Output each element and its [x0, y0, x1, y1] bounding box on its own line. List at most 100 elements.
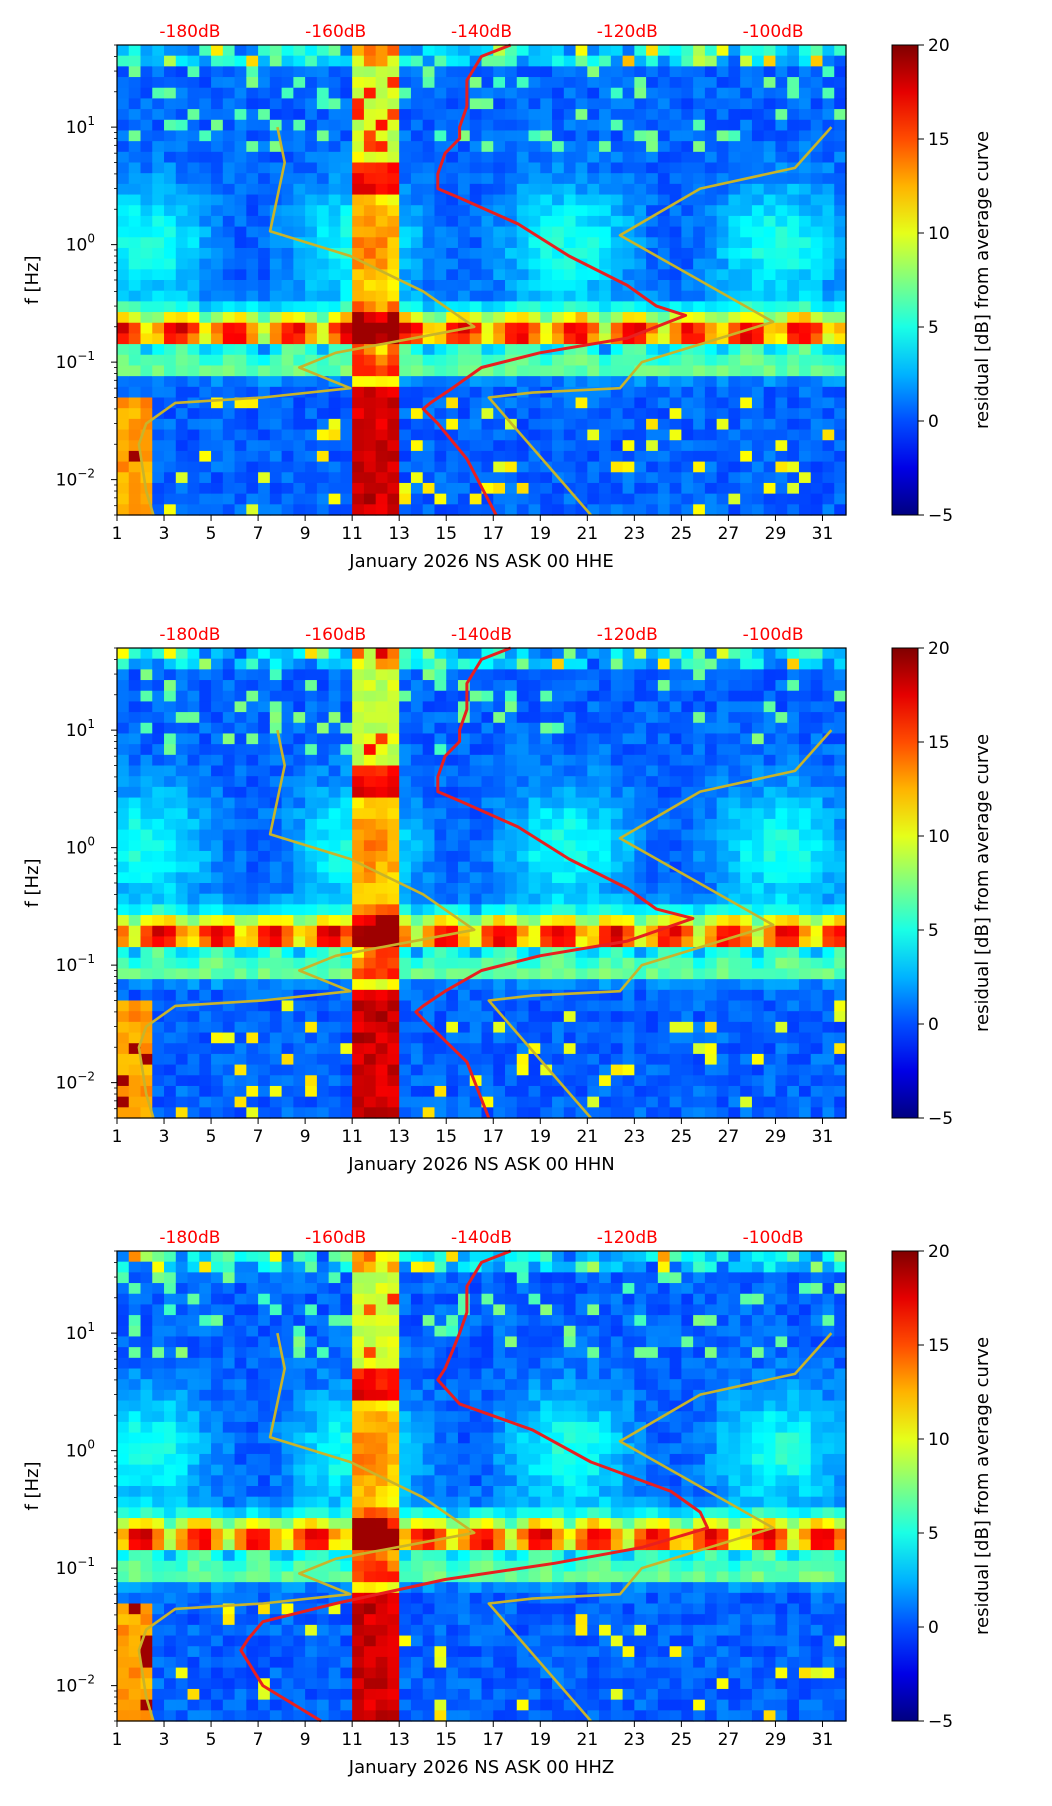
spectrogram-heatmap [117, 45, 847, 516]
x-tick-label: 29 [765, 1127, 787, 1147]
series-line-model-low [137, 1332, 476, 1722]
x-tick-label: 3 [159, 1127, 170, 1147]
db-scale-label: -160dB [305, 22, 366, 42]
colorbar-tick-label: 5 [928, 921, 939, 941]
db-scale-label: -160dB [305, 625, 366, 645]
series-line-model-low [137, 729, 476, 1119]
spectrogram-heatmap [117, 648, 847, 1119]
x-tick-label: 9 [300, 1730, 311, 1750]
y-tick-label: 100 [66, 835, 95, 859]
series-line-model-high [487, 729, 833, 1119]
colorbar-tick-label: −5 [928, 1109, 953, 1129]
colorbar-tick-label: 10 [928, 1430, 950, 1450]
x-tick-label: 17 [482, 1127, 504, 1147]
x-tick-label: 11 [341, 524, 363, 544]
y-tick-label: 10−2 [56, 1673, 95, 1697]
db-scale-label: -180dB [159, 22, 220, 42]
spectrogram-panel-3: 1 3 5 7 9 11 13 15 17 19 21 23 25 27 29 3110−210−110010… [22, 1228, 993, 1778]
colorbar-tick-label: 5 [928, 318, 939, 338]
x-tick-label: 25 [671, 1127, 693, 1147]
x-tick-label: 23 [624, 524, 646, 544]
colorbar-tick-label: 5 [928, 1524, 939, 1544]
db-scale-label: -140dB [451, 1228, 512, 1248]
colorbar-tick-label: 20 [928, 1242, 950, 1262]
y-tick-label: 10−1 [56, 952, 95, 976]
x-tick-label: 5 [206, 524, 217, 544]
y-tick-label: 100 [66, 1438, 95, 1462]
x-axis-label: January 2026 NS ASK 00 HHN [347, 1154, 615, 1175]
db-scale-label: -180dB [159, 625, 220, 645]
colorbar-tick-label: 10 [928, 827, 950, 847]
x-tick-label: 17 [482, 524, 504, 544]
x-tick-label: 15 [435, 524, 457, 544]
db-scale-label: -140dB [451, 22, 512, 42]
x-tick-label: 3 [159, 524, 170, 544]
x-tick-label: 25 [671, 1730, 693, 1750]
x-tick-label: 23 [624, 1127, 646, 1147]
db-scale-label: -180dB [159, 1228, 220, 1248]
colorbar: −5 0 5 10 15 20 residual [dB] from average cur… [891, 1242, 993, 1732]
y-tick-label: 10−2 [56, 1070, 95, 1094]
x-tick-label: 15 [435, 1730, 457, 1750]
db-scale-label: -120dB [597, 625, 658, 645]
x-tick-label: 29 [765, 524, 787, 544]
spectrogram-panel-1: 1 3 5 7 9 11 13 15 17 19 21 23 25 27 29 3110−210−110010… [22, 22, 993, 572]
colorbar-tick-label: 20 [928, 36, 950, 56]
db-scale-label: -140dB [451, 625, 512, 645]
x-tick-label: 19 [529, 1127, 551, 1147]
spectrogram-panel-2: 1 3 5 7 9 11 13 15 17 19 21 23 25 27 29 3110−210−110010… [22, 625, 993, 1175]
y-tick-label: 10−2 [56, 467, 95, 491]
colorbar-tick-label: −5 [928, 506, 953, 526]
series-line-station-noise [239, 1249, 709, 1723]
x-tick-label: 19 [529, 1730, 551, 1750]
colorbar-tick-label: 0 [928, 412, 939, 432]
x-tick-label: 31 [812, 1127, 834, 1147]
x-tick-label: 25 [671, 524, 693, 544]
x-tick-label: 31 [812, 1730, 834, 1750]
series-line-station-noise [421, 43, 688, 516]
series-line-model-high [487, 1332, 833, 1722]
x-tick-label: 23 [624, 1730, 646, 1750]
x-tick-label: 1 [112, 524, 123, 544]
x-tick-label: 13 [388, 1127, 410, 1147]
x-tick-label: 7 [253, 1730, 264, 1750]
x-tick-label: 3 [159, 1730, 170, 1750]
colorbar-label: residual [dB] from average curve [972, 734, 993, 1032]
x-axis-label: January 2026 NS ASK 00 HHZ [348, 1757, 614, 1778]
series-line-model-high [487, 126, 833, 516]
y-tick-label: 10−1 [56, 349, 95, 373]
x-tick-label: 5 [206, 1730, 217, 1750]
x-tick-label: 27 [718, 1730, 740, 1750]
series-line-model-low [137, 126, 476, 516]
colorbar-label: residual [dB] from average curve [972, 1337, 993, 1635]
y-tick-label: 101 [66, 717, 95, 741]
colorbar-tick-label: 10 [928, 224, 950, 244]
colorbar-tick-label: −5 [928, 1712, 953, 1732]
x-tick-label: 19 [529, 524, 551, 544]
x-tick-label: 27 [718, 1127, 740, 1147]
series-line-station-noise [414, 646, 695, 1119]
x-tick-label: 9 [300, 524, 311, 544]
colorbar-tick-label: 0 [928, 1015, 939, 1035]
colorbar: −5 0 5 10 15 20 residual [dB] from average cur… [891, 639, 993, 1129]
colorbar-tick-label: 15 [928, 130, 950, 150]
x-tick-label: 21 [577, 524, 599, 544]
x-tick-label: 31 [812, 524, 834, 544]
y-axis-label: f [Hz] [22, 858, 43, 907]
spectrogram-heatmap [117, 1251, 847, 1722]
x-tick-label: 15 [435, 1127, 457, 1147]
x-tick-label: 1 [112, 1127, 123, 1147]
db-scale-label: -120dB [597, 22, 658, 42]
colorbar-tick-label: 20 [928, 639, 950, 659]
colorbar-label: residual [dB] from average curve [972, 131, 993, 429]
colorbar: −5 0 5 10 15 20 residual [dB] from average cur… [891, 36, 993, 526]
x-tick-label: 7 [253, 524, 264, 544]
db-scale-label: -100dB [743, 22, 804, 42]
y-axis-label: f [Hz] [22, 1461, 43, 1510]
x-tick-label: 13 [388, 1730, 410, 1750]
x-tick-label: 9 [300, 1127, 311, 1147]
x-tick-label: 11 [341, 1127, 363, 1147]
y-tick-label: 101 [66, 1320, 95, 1344]
x-tick-label: 11 [341, 1730, 363, 1750]
